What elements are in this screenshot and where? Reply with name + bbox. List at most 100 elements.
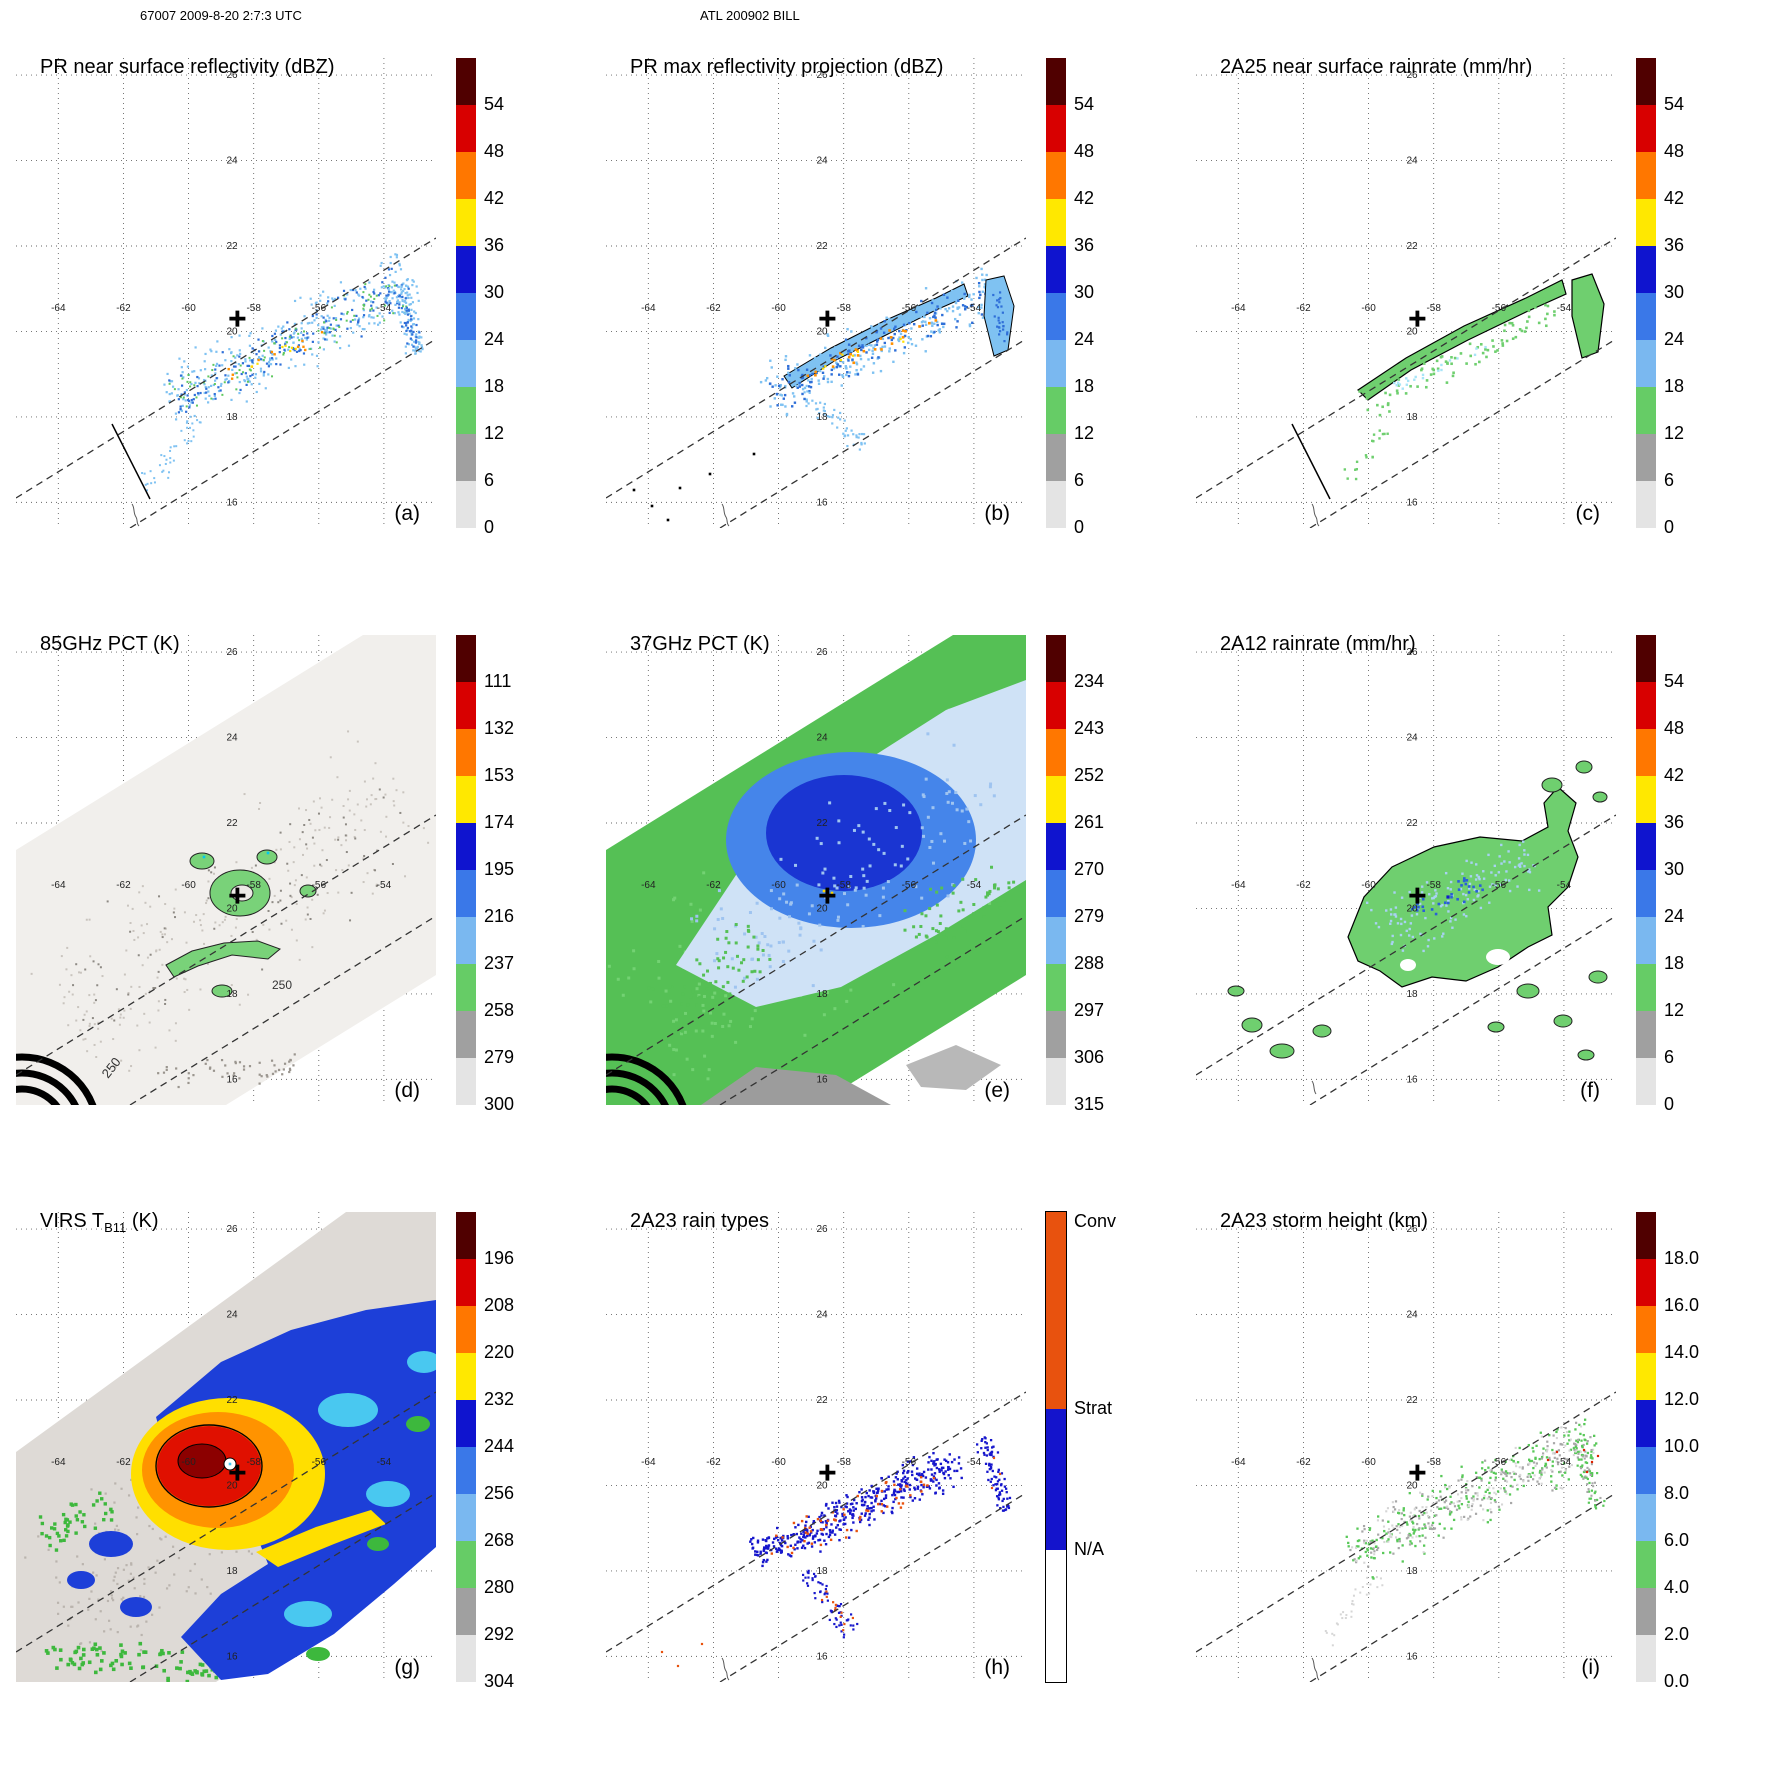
- panel-title-a: PR near surface reflectivity (dBZ): [40, 56, 335, 78]
- gridlines: [1196, 1212, 1616, 1682]
- colorbar-tick-label: 258: [484, 1000, 515, 1020]
- svg-text:-64: -64: [1231, 880, 1246, 891]
- colorbar-tick-label: 6: [1664, 1047, 1675, 1067]
- colorbar-segment: [1636, 1058, 1656, 1105]
- svg-text:16: 16: [816, 1074, 828, 1085]
- svg-text:-54: -54: [967, 303, 982, 314]
- svg-text:-58: -58: [246, 1457, 261, 1468]
- svg-text:16: 16: [226, 497, 238, 508]
- axis-labels: -64 -62 -60 -58 -56 -54 16 18 20 22 24 26: [641, 647, 981, 1085]
- svg-text:-54: -54: [377, 303, 392, 314]
- colorbar-h: Conv Strat N/A: [1045, 1211, 1116, 1683]
- colorbar-tick-label: 54: [1074, 94, 1095, 114]
- colorbar-segment: [1046, 917, 1066, 964]
- svg-text:(e): (e): [984, 1079, 1010, 1102]
- colorbar-tick-label: 42: [1664, 188, 1685, 208]
- colorbar-segment: [456, 293, 476, 340]
- data-layer: [1227, 760, 1608, 1095]
- colorbar-e: 234 243 252 261 270 279 288 297 306 315: [1046, 635, 1104, 1113]
- map-c: -64 -62 -60 -58 -56 -54 16 18 20 22 24 26 (c): [1196, 58, 1616, 528]
- colorbar-segment: [1636, 682, 1656, 729]
- colorbar-tick-label: 279: [484, 1047, 515, 1067]
- svg-text:20: 20: [226, 326, 238, 337]
- colorbar-tick-label: 14.0: [1664, 1342, 1700, 1362]
- colorbar-category-label: N/A: [1074, 1539, 1105, 1560]
- colorbar-tick-label: 196: [484, 1248, 515, 1268]
- colorbar-tick-label: 42: [484, 188, 505, 208]
- colorbar-tick-label: 279: [1074, 906, 1105, 926]
- colorbar-segment: [1046, 293, 1066, 340]
- panel-letter: (e): [984, 1079, 1010, 1102]
- svg-text:22: 22: [1406, 241, 1418, 252]
- colorbar-tick-label: 18.0: [1664, 1248, 1700, 1268]
- svg-text:24: 24: [1406, 156, 1418, 167]
- colorbar-tick-label: 54: [1664, 671, 1685, 691]
- axis-labels: -64 -62 -60 -58 -56 -54 16 18 20 22 24 26: [641, 70, 981, 508]
- colorbar-segment: [1636, 729, 1656, 776]
- storm-center-marker: [1409, 1464, 1426, 1481]
- svg-text:-56: -56: [1492, 880, 1507, 891]
- colorbar-segment: [1046, 870, 1066, 917]
- storm-center-marker: [229, 1464, 246, 1481]
- colorbar-d: 111 132 153 174 195 216 237 258 279 300: [456, 635, 514, 1113]
- colorbar-tick-label: 270: [1074, 859, 1105, 879]
- colorbar-tick-label: 288: [1074, 953, 1105, 973]
- colorbar-segment: [456, 1447, 476, 1494]
- colorbar-tick-label: 174: [484, 812, 515, 832]
- colorbar-segment: [1046, 635, 1066, 682]
- svg-text:-64: -64: [641, 880, 656, 891]
- colorbar-segment: [1046, 682, 1066, 729]
- colorbar-segment: [1046, 340, 1066, 387]
- panel-c: 2A25 near surface rainrate (mm/hr) -64 -6…: [1186, 30, 1771, 607]
- svg-text:26: 26: [1406, 1224, 1418, 1235]
- colorbar-tick-label: 208: [484, 1295, 515, 1315]
- swath-edge-lines: [16, 1391, 436, 1682]
- colorbar-tick-label: 306: [1074, 1047, 1105, 1067]
- svg-text:20: 20: [226, 1480, 238, 1491]
- colorbar-segment: [456, 870, 476, 917]
- svg-text:16: 16: [1406, 497, 1418, 508]
- storm-center-marker: [819, 310, 836, 327]
- svg-text:20: 20: [816, 1480, 828, 1491]
- colorbar-tick-label: 18: [484, 376, 505, 396]
- colorbar-tick-label: 315: [1074, 1094, 1105, 1114]
- axis-labels: -64 -62 -60 -58 -56 -54 16 18 20 22 24 26: [51, 70, 391, 508]
- colorbar-segment: [1636, 1306, 1656, 1353]
- svg-text:-54: -54: [1557, 303, 1572, 314]
- colorbar-segment: [456, 1635, 476, 1682]
- colorbar-tick-label: 300: [484, 1094, 515, 1114]
- svg-text:24: 24: [1406, 1310, 1418, 1321]
- orbit-datetime-label: 67007 2009-8-20 2:7:3 UTC: [140, 8, 302, 23]
- colorbar-tick-label: 252: [1074, 765, 1105, 785]
- svg-text:16: 16: [226, 1651, 238, 1662]
- panel-f: 2A12 rainrate (mm/hr) -64 -62 -60 -58 -56 -54…: [1186, 607, 1771, 1184]
- svg-text:20: 20: [816, 903, 828, 914]
- colorbar-tick-label: 12: [1074, 423, 1095, 443]
- colorbar-segment: [456, 917, 476, 964]
- colorbar-tick-label: 24: [484, 329, 505, 349]
- colorbar-tick-label: 18: [1664, 376, 1685, 396]
- swath-edge-lines: [16, 237, 436, 528]
- panel-a: PR near surface reflectivity (dBZ) -64 -6…: [6, 30, 596, 607]
- svg-text:16: 16: [1406, 1074, 1418, 1085]
- svg-text:16: 16: [1406, 1651, 1418, 1662]
- colorbar-tick-label: 243: [1074, 718, 1105, 738]
- svg-text:18: 18: [1406, 989, 1418, 1000]
- colorbar-tick-label: 12: [1664, 1000, 1685, 1020]
- svg-text:-60: -60: [1361, 1457, 1376, 1468]
- panel-letter: (i): [1581, 1656, 1600, 1679]
- panel-letter: (g): [394, 1656, 420, 1679]
- svg-text:-62: -62: [1296, 880, 1311, 891]
- svg-text:26: 26: [816, 70, 828, 81]
- svg-text:18: 18: [816, 1566, 828, 1577]
- colorbar-segment: [1046, 387, 1066, 434]
- colorbar-segment: [456, 1400, 476, 1447]
- panel-grid: PR near surface reflectivity (dBZ) -64 -6…: [6, 30, 1771, 1761]
- colorbar-segment: [1046, 776, 1066, 823]
- panel-d: 85GHz PCT (K) 250 250 -64 -62 -60 -58 -56 -54 16…: [6, 607, 596, 1184]
- colorbar-segment: [456, 199, 476, 246]
- panel-title-d: 85GHz PCT (K): [40, 633, 180, 655]
- svg-text:24: 24: [226, 156, 238, 167]
- colorbar-tick-label: 8.0: [1664, 1483, 1690, 1503]
